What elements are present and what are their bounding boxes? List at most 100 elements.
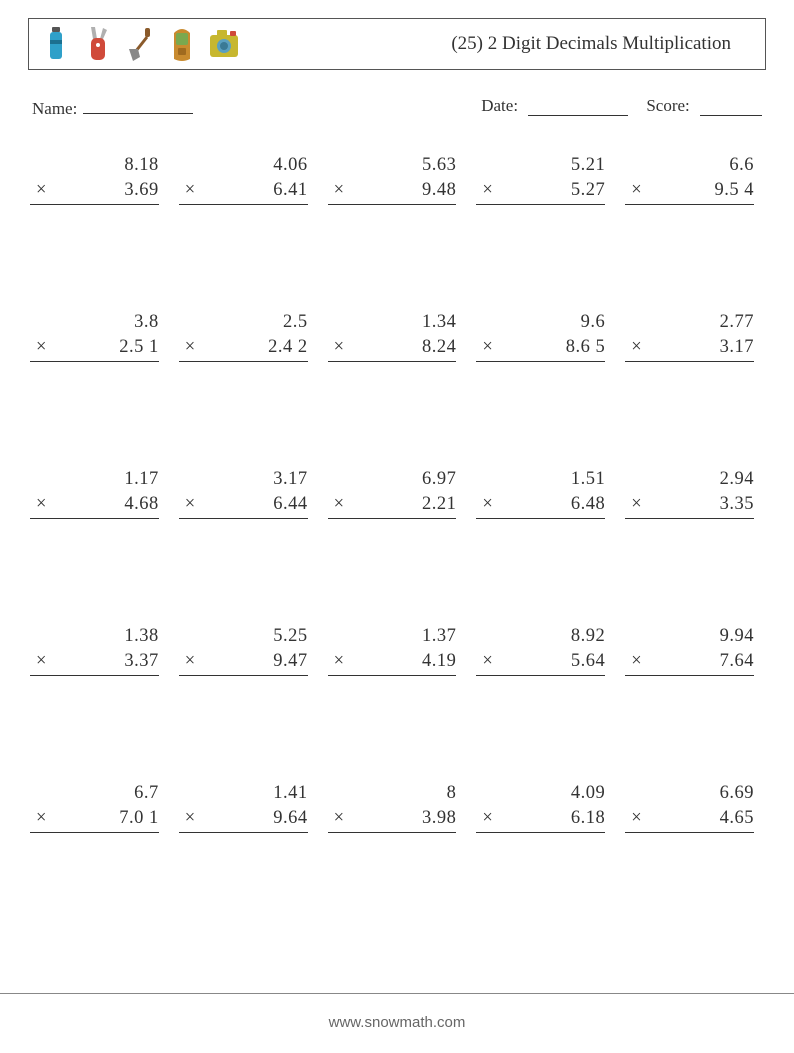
multiplier: 2.21	[422, 492, 456, 517]
operator: ×	[328, 806, 344, 831]
name-label: Name:	[32, 99, 77, 119]
multiplicand: 9.94	[720, 624, 754, 649]
multiplicand: 8.18	[124, 153, 158, 178]
multiplicand: 6.6	[729, 153, 754, 178]
problem: 1.17 × 4.68	[30, 467, 169, 519]
operator: ×	[625, 492, 641, 517]
multiplier: 5.64	[571, 649, 605, 674]
backpack-icon	[165, 25, 199, 63]
problem: 2.5 × 2.4 2	[179, 310, 318, 362]
problem: 4.09×6.18	[476, 781, 615, 833]
operator: ×	[476, 335, 492, 360]
operator: ×	[328, 178, 344, 203]
multiplicand: 1.51	[571, 467, 605, 492]
date-blank[interactable]	[528, 98, 628, 116]
problems-grid: 8.18×3.694.06×6.415.63×9.485.21×5.276.6×…	[28, 153, 766, 833]
problem: 8.18 × 3.69	[30, 153, 169, 205]
multiplicand: 1.34	[422, 310, 456, 335]
thermos-icon	[39, 25, 73, 63]
problem: 5.25 × 9.47	[179, 624, 318, 676]
multiplicand: 6.7	[134, 781, 159, 806]
multiplier: 9.47	[273, 649, 307, 674]
multiplier: 3.17	[720, 335, 754, 360]
multiplicand: 8.92	[571, 624, 605, 649]
problem: 8.92×5.64	[476, 624, 615, 676]
problem: 2.94×3.35	[625, 467, 764, 519]
multiplicand: 1.37	[422, 624, 456, 649]
multiplier: 9.5 4	[715, 178, 755, 203]
info-row: Name: Date: Score:	[28, 96, 766, 119]
date-label: Date:	[481, 96, 518, 115]
operator: ×	[179, 178, 195, 203]
multiplicand: 6.97	[422, 467, 456, 492]
operator: ×	[30, 649, 46, 674]
problem: 4.06 × 6.41	[179, 153, 318, 205]
problem: 6.7×7.0 1	[30, 781, 169, 833]
multiplier: 2.4 2	[268, 335, 308, 360]
multiplier: 6.48	[571, 492, 605, 517]
multiplicand: 5.63	[422, 153, 456, 178]
date-field: Date:	[481, 96, 628, 119]
name-blank[interactable]	[83, 96, 193, 114]
problem: 3.17 × 6.44	[179, 467, 318, 519]
icon-row	[39, 25, 241, 63]
multiplicand: 8	[447, 781, 457, 806]
problem: 9.6 × 8.6 5	[476, 310, 615, 362]
operator: ×	[179, 335, 195, 360]
worksheet-header: (25) 2 Digit Decimals Multiplication	[28, 18, 766, 70]
operator: ×	[179, 806, 195, 831]
multiplicand: 3.17	[273, 467, 307, 492]
multiplicand: 1.17	[124, 467, 158, 492]
multiplier: 3.69	[124, 178, 158, 203]
worksheet-title: (25) 2 Digit Decimals Multiplication	[451, 33, 751, 55]
multiplier: 3.98	[422, 806, 456, 831]
multiplicand: 1.38	[124, 624, 158, 649]
multiplier: 4.68	[124, 492, 158, 517]
multiplicand: 2.5	[283, 310, 308, 335]
operator: ×	[30, 492, 46, 517]
problem: 1.38 × 3.37	[30, 624, 169, 676]
multiplicand: 4.06	[273, 153, 307, 178]
multiplier: 6.18	[571, 806, 605, 831]
problem: 1.51×6.48	[476, 467, 615, 519]
operator: ×	[476, 178, 492, 203]
problem: 6.97 × 2.21	[328, 467, 467, 519]
multiplier: 6.44	[273, 492, 307, 517]
score-blank[interactable]	[700, 98, 762, 116]
multiplier: 3.37	[124, 649, 158, 674]
shovel-icon	[123, 25, 157, 63]
problem: 9.94×7.64	[625, 624, 764, 676]
swiss-knife-icon	[81, 25, 115, 63]
operator: ×	[30, 335, 46, 360]
problem: 8 × 3.98	[328, 781, 467, 833]
problem: 2.77 × 3.17	[625, 310, 764, 362]
operator: ×	[179, 492, 195, 517]
name-field: Name:	[32, 96, 193, 119]
score-field: Score:	[646, 96, 762, 119]
multiplier: 3.35	[720, 492, 754, 517]
multiplicand: 5.25	[273, 624, 307, 649]
multiplier: 8.24	[422, 335, 456, 360]
multiplier: 4.19	[422, 649, 456, 674]
operator: ×	[625, 335, 641, 360]
multiplicand: 5.21	[571, 153, 605, 178]
multiplier: 4.65	[720, 806, 754, 831]
footer: www.snowmath.com	[0, 993, 794, 1031]
operator: ×	[179, 649, 195, 674]
problem: 6.6×9.5 4	[625, 153, 764, 205]
operator: ×	[30, 178, 46, 203]
multiplicand: 9.6	[581, 310, 606, 335]
camera-icon	[207, 25, 241, 63]
operator: ×	[625, 649, 641, 674]
multiplicand: 6.69	[720, 781, 754, 806]
problem: 1.34 × 8.24	[328, 310, 467, 362]
problem: 1.41×9.64	[179, 781, 318, 833]
operator: ×	[328, 492, 344, 517]
multiplier: 8.6 5	[566, 335, 606, 360]
multiplicand: 1.41	[273, 781, 307, 806]
multiplier: 6.41	[273, 178, 307, 203]
operator: ×	[625, 806, 641, 831]
operator: ×	[328, 335, 344, 360]
multiplicand: 3.8	[134, 310, 159, 335]
multiplicand: 2.77	[720, 310, 754, 335]
